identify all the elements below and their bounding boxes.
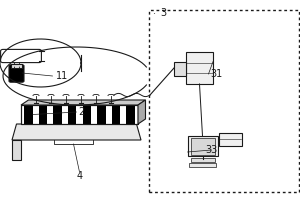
Bar: [148, 10, 298, 192]
Polygon shape: [97, 105, 106, 124]
Bar: [190, 138, 214, 155]
Polygon shape: [39, 105, 47, 124]
Polygon shape: [112, 105, 120, 124]
Text: 3: 3: [160, 8, 166, 18]
Bar: [186, 52, 213, 84]
Bar: [188, 136, 218, 156]
Bar: [174, 62, 186, 76]
Text: 31: 31: [210, 69, 222, 79]
Polygon shape: [24, 105, 32, 124]
FancyBboxPatch shape: [9, 65, 24, 82]
Bar: [189, 163, 216, 167]
Polygon shape: [82, 105, 91, 124]
Bar: [190, 158, 214, 162]
Polygon shape: [53, 105, 62, 124]
Polygon shape: [138, 100, 146, 124]
Text: 4: 4: [76, 171, 82, 181]
Polygon shape: [21, 100, 146, 105]
Bar: [219, 133, 242, 146]
Polygon shape: [21, 105, 138, 124]
Text: 2: 2: [78, 107, 84, 117]
Bar: [12, 140, 21, 160]
FancyBboxPatch shape: [1, 49, 41, 63]
Bar: [11, 64, 22, 68]
Text: 11: 11: [56, 71, 68, 81]
Polygon shape: [68, 105, 76, 124]
Text: 33: 33: [206, 145, 218, 155]
Polygon shape: [127, 105, 135, 124]
Polygon shape: [12, 124, 141, 140]
